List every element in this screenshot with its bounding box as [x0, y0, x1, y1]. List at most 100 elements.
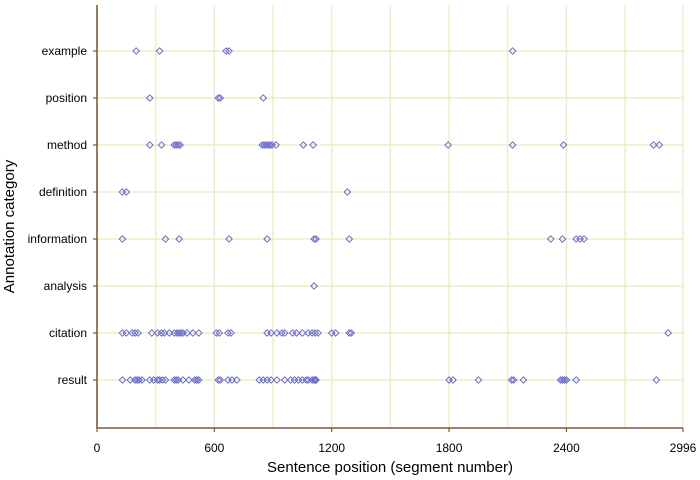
y-tick-label-method: method [47, 138, 87, 152]
data-point-method [266, 141, 275, 149]
data-point-method [508, 141, 517, 149]
data-point-result [158, 376, 167, 384]
data-point-citation [188, 329, 197, 337]
x-tick-label: 1800 [436, 441, 463, 455]
data-point-citation [215, 329, 224, 337]
data-point-information [580, 235, 588, 243]
x-tick-label: 600 [204, 441, 224, 455]
data-point-information [225, 235, 233, 243]
data-point-citation [128, 329, 137, 337]
data-point-result [311, 376, 319, 384]
data-point-result [267, 376, 275, 384]
y-tick-label-information: information [28, 232, 87, 246]
data-point-definition [343, 188, 352, 196]
data-point-information [345, 235, 354, 243]
data-point-result [449, 376, 457, 384]
data-point-citation [267, 329, 275, 337]
data-point-method [309, 141, 318, 149]
data-point-citation [298, 329, 307, 337]
data-point-citation [664, 329, 673, 337]
data-point-result [572, 376, 581, 384]
data-point-result [232, 376, 241, 384]
data-point-information [161, 235, 170, 243]
data-point-information [118, 235, 127, 243]
data-point-method [299, 141, 308, 149]
data-point-method [176, 141, 185, 149]
data-point-citation [277, 329, 286, 337]
data-point-citation [183, 329, 191, 337]
data-point-citation [331, 329, 340, 337]
data-point-result [562, 376, 571, 384]
data-points [118, 47, 673, 384]
data-point-result [185, 376, 193, 384]
data-point-information [263, 235, 272, 243]
data-point-result [560, 376, 569, 384]
data-point-result [161, 376, 170, 384]
data-point-citation [308, 329, 317, 337]
data-point-result [312, 376, 320, 384]
data-point-method [174, 141, 183, 149]
data-point-citation [212, 329, 221, 337]
data-point-result [507, 376, 516, 384]
gridlines [154, 5, 684, 428]
data-point-information [175, 235, 184, 243]
x-tick-label: 2996 [670, 441, 697, 455]
data-point-result [652, 376, 661, 384]
y-tick-label-result: result [58, 373, 88, 387]
data-point-method [655, 141, 664, 149]
data-point-result [474, 376, 483, 384]
data-point-position [214, 94, 223, 102]
data-point-citation [280, 329, 289, 337]
data-point-result [192, 376, 201, 384]
y-axis-title: Annotation category [1, 159, 18, 293]
data-point-result [310, 376, 319, 384]
x-tick-label: 0 [94, 441, 101, 455]
data-point-result [273, 376, 281, 384]
data-point-method [649, 141, 658, 149]
y-tick-label-analysis: analysis [44, 279, 87, 293]
x-axis-title: Sentence position (segment number) [267, 459, 513, 476]
data-point-example [225, 47, 233, 55]
data-point-result [216, 376, 225, 384]
data-point-citation [345, 329, 354, 337]
data-point-result [519, 376, 528, 384]
x-tick-labels: 0 600 1200 1800 2400 2996 [94, 441, 697, 455]
category-lines [97, 50, 683, 381]
y-tick-label-definition: definition [39, 185, 87, 199]
data-point-example [132, 47, 141, 55]
data-point-result [135, 376, 143, 384]
data-point-citation [224, 329, 232, 337]
y-tick-label-example: example [42, 44, 88, 58]
data-point-result [280, 376, 289, 384]
data-point-result [155, 376, 164, 384]
data-point-result [172, 376, 181, 384]
data-point-analysis [310, 282, 319, 290]
data-point-citation [314, 329, 322, 337]
data-point-information [546, 235, 555, 243]
data-point-method [444, 141, 452, 149]
data-point-result [118, 376, 127, 384]
y-tick-label-position: position [46, 91, 87, 105]
data-point-citation [122, 329, 131, 337]
data-point-citation [194, 329, 203, 337]
data-point-result [302, 376, 311, 384]
data-point-method [157, 141, 166, 149]
y-tick-labels: example position method definition informati… [28, 44, 88, 387]
data-point-citation [134, 329, 142, 337]
data-point-definition [122, 188, 131, 196]
data-point-position [259, 94, 268, 102]
data-point-citation [131, 329, 140, 337]
data-point-example [508, 47, 517, 55]
data-point-result [179, 376, 187, 384]
data-point-information [558, 235, 567, 243]
data-point-position [216, 94, 225, 102]
x-tick-label: 1200 [318, 441, 345, 455]
data-point-citation [157, 329, 166, 337]
x-tick-label: 2400 [553, 441, 580, 455]
data-point-example [155, 47, 164, 55]
data-point-method [272, 141, 280, 149]
data-point-example [222, 47, 230, 55]
data-point-method [145, 141, 154, 149]
data-point-citation [227, 329, 235, 337]
